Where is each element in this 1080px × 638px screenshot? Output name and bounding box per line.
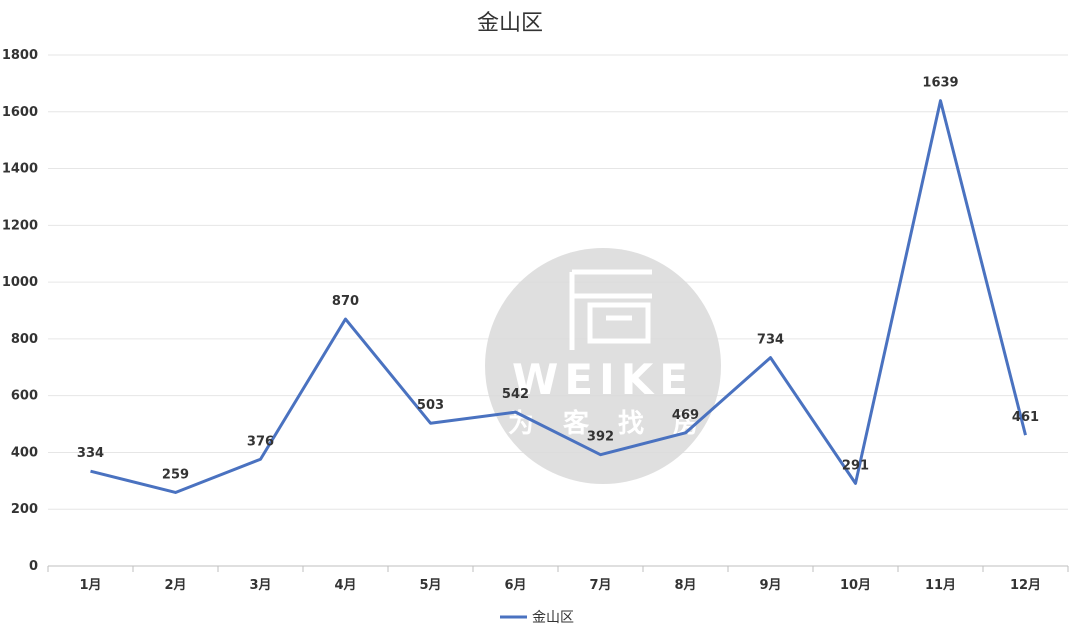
y-axis: 0 200 400 600 800 1000 1200 1400 1600 1800	[2, 48, 38, 574]
series-line	[90, 99, 1027, 494]
y-tick-label: 1800	[2, 48, 38, 63]
x-tick-label: 7月	[589, 578, 611, 593]
x-tick-label: 12月	[1010, 578, 1041, 593]
data-label: 334	[77, 446, 104, 461]
x-tick-label: 8月	[674, 578, 696, 593]
data-label: 870	[332, 294, 359, 309]
x-tick-label: 11月	[925, 578, 956, 593]
y-tick-label: 200	[11, 502, 38, 517]
house-logo-icon	[569, 269, 652, 350]
data-label: 291	[842, 458, 869, 473]
y-tick-label: 1200	[2, 218, 38, 233]
data-label: 1639	[922, 76, 958, 91]
x-tick-label: 1月	[79, 578, 101, 593]
data-label: 392	[587, 430, 614, 445]
watermark: WEIKE 为客找房	[485, 248, 721, 484]
x-tick-label: 10月	[840, 578, 871, 593]
x-tick-label: 6月	[504, 578, 526, 593]
y-tick-label: 1000	[2, 275, 38, 290]
x-tick-label: 2月	[164, 578, 186, 593]
x-tick-label: 5月	[419, 578, 441, 593]
data-label: 376	[247, 434, 274, 449]
x-axis: 1月 2月 3月 4月 5月 6月 7月 8月 9月 10月 11月 12月	[47, 566, 1069, 593]
watermark-brand: WEIKE	[512, 355, 694, 404]
chart-title: 金山区	[477, 11, 543, 36]
data-label: 503	[417, 398, 444, 413]
legend: 金山区	[500, 610, 574, 626]
y-tick-label: 0	[29, 559, 38, 574]
watermark-subtitle-char: 客	[563, 408, 590, 439]
data-label: 259	[162, 467, 189, 482]
x-tick-label: 4月	[334, 578, 356, 593]
legend-label: 金山区	[532, 610, 574, 626]
watermark-subtitle-char: 找	[618, 409, 644, 439]
y-tick-label: 800	[11, 332, 38, 347]
data-label: 469	[672, 408, 699, 423]
data-labels: 334 259 376 870 503 542 392 469 734 291 1639 461	[77, 76, 1039, 483]
y-tick-label: 1600	[2, 105, 38, 120]
data-label: 542	[502, 387, 529, 402]
x-tick-label: 3月	[249, 578, 271, 593]
y-tick-label: 1400	[2, 162, 38, 177]
series-layer	[90, 99, 1027, 494]
x-tick-label: 9月	[759, 578, 781, 593]
data-label: 734	[757, 333, 784, 348]
data-label: 461	[1012, 410, 1039, 425]
y-tick-label: 400	[11, 445, 38, 460]
y-tick-label: 600	[11, 389, 38, 404]
